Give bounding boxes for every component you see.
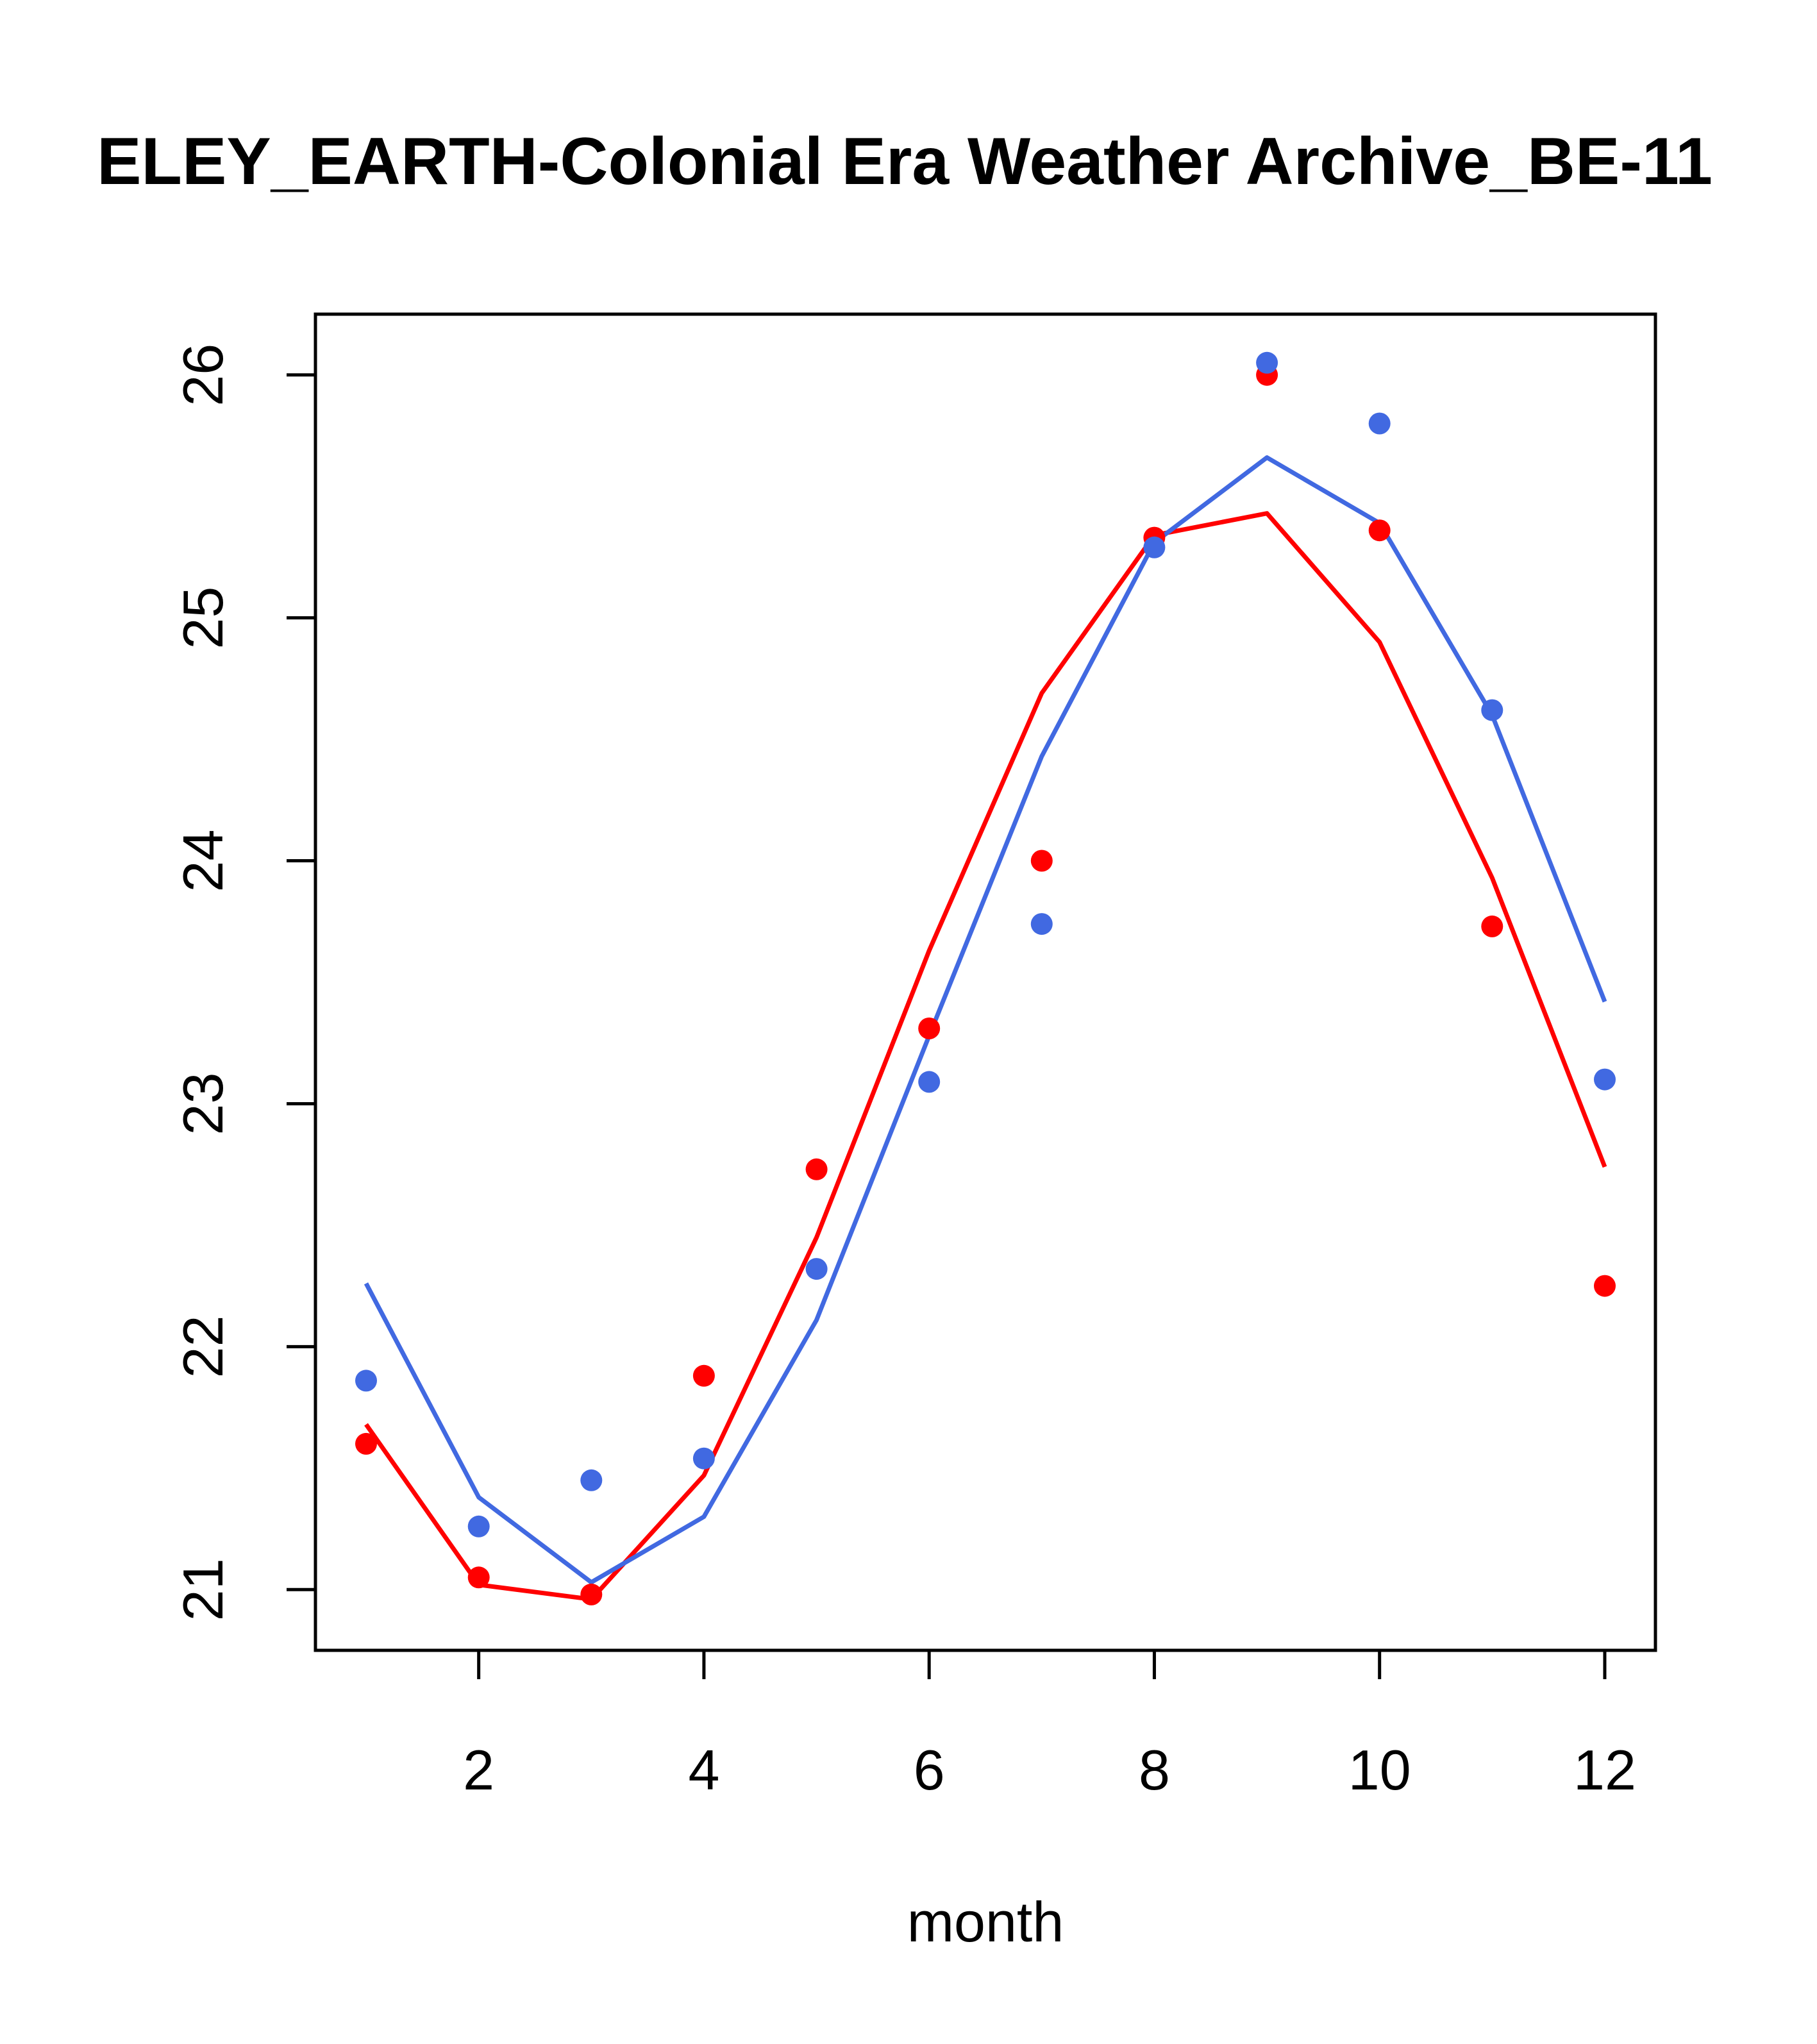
series-2-line	[364, 455, 1607, 1585]
x-axis-title: month	[907, 1890, 1064, 1954]
y-axis: 21 22 23 24 25 26	[171, 344, 317, 1621]
series-2-point	[1594, 1068, 1616, 1091]
y-tick-label: 25	[171, 587, 235, 649]
series-1-point	[1368, 519, 1391, 542]
series-2-point	[580, 1469, 603, 1491]
series-2-point	[918, 1071, 941, 1093]
series-2-point	[1481, 699, 1503, 721]
series-2-point	[805, 1258, 828, 1280]
y-tick-label: 24	[171, 830, 235, 892]
series-1-point	[1594, 1275, 1616, 1297]
y-tick-label: 26	[171, 344, 235, 406]
series-2-point	[1368, 412, 1391, 435]
series-2-point	[1143, 536, 1166, 558]
series-2-point	[355, 1370, 377, 1392]
x-tick-label: 8	[1139, 1738, 1170, 1802]
series-2-point	[1030, 913, 1053, 935]
y-tick-label: 22	[171, 1315, 235, 1378]
x-tick-label: 6	[914, 1738, 945, 1802]
series-2-point	[692, 1447, 715, 1470]
plot-area	[314, 312, 1657, 1652]
series-1-point	[1481, 915, 1503, 937]
y-tick-label: 21	[171, 1558, 235, 1621]
series-2-point	[1256, 351, 1278, 374]
y-tick-label: 23	[171, 1073, 235, 1135]
series-1-line	[364, 511, 1607, 1602]
x-tick-label: 12	[1573, 1738, 1636, 1802]
series-1-point	[805, 1158, 828, 1180]
x-tick-label: 2	[463, 1738, 494, 1802]
series-1-point	[580, 1583, 603, 1605]
series-1-point	[355, 1432, 377, 1455]
series-1-point	[692, 1364, 715, 1387]
x-axis: 2 4 6 8 10 12	[463, 1648, 1636, 1802]
series-1-point	[1030, 850, 1053, 872]
series-2-point	[467, 1515, 490, 1537]
x-tick-label: 4	[688, 1738, 719, 1802]
series-1-point	[467, 1566, 490, 1589]
chart-title: ELEY_EARTH-Colonial Era Weather Archive_…	[97, 124, 1712, 199]
x-tick-label: 10	[1348, 1738, 1411, 1802]
series-1-point	[918, 1018, 941, 1039]
